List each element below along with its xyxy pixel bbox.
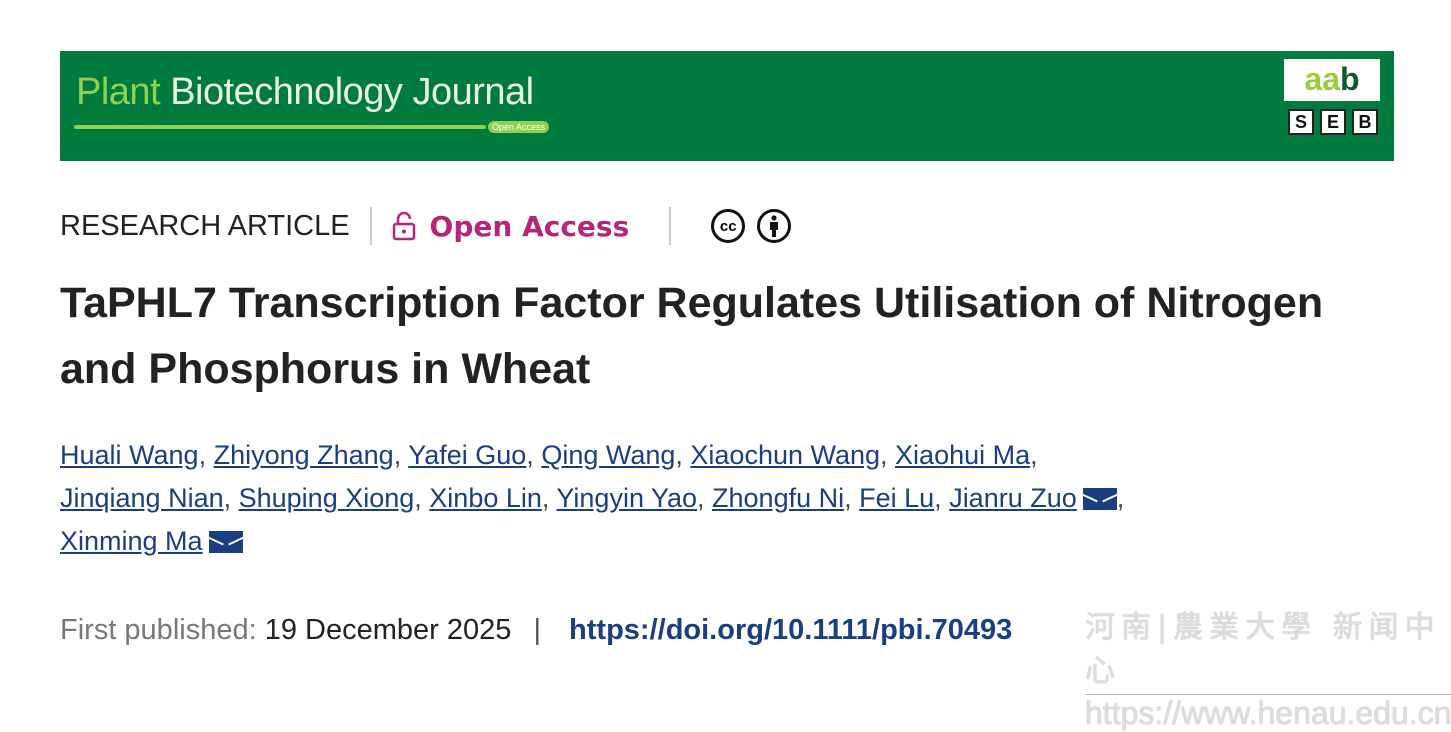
lock-open-icon — [392, 211, 415, 241]
author-link[interactable]: Qing Wang — [541, 440, 676, 470]
article-title: TaPHL7 Transcription Factor Regulates Ut… — [60, 279, 1324, 393]
author-link[interactable]: Xiaohui Ma — [895, 440, 1031, 470]
watermark-line1: 河南|農業大學 新闻中心 — [1085, 610, 1441, 689]
published-label: First published: — [60, 614, 257, 646]
email-icon[interactable] — [1082, 488, 1117, 510]
seb-e: E — [1320, 109, 1346, 135]
article-meta: RESEARCH ARTICLE Open Access cc — [60, 206, 792, 246]
author-link[interactable]: Fei Lu — [859, 483, 935, 513]
open-access-badge: Open Access — [392, 209, 630, 243]
open-access-label: Open Access — [429, 209, 630, 243]
open-access-pill: Open Access — [488, 121, 550, 133]
author-link[interactable]: Yingyin Yao — [556, 483, 698, 513]
author-link[interactable]: Huali Wang — [60, 440, 199, 470]
author-link[interactable]: Jianru Zuo — [949, 483, 1077, 513]
seb-b: B — [1352, 109, 1378, 135]
publication-info: First published: 19 December 2025 | http… — [60, 614, 1012, 647]
license-icons[interactable]: cc — [711, 209, 792, 243]
divider — [669, 207, 672, 245]
divider — [369, 207, 372, 245]
creative-commons-icon[interactable]: cc — [711, 209, 746, 243]
banner-rule — [74, 125, 486, 129]
journal-title-part2: Biotechnology Journal — [170, 71, 534, 113]
email-icon[interactable] — [208, 531, 243, 553]
published-date: 19 December 2025 — [264, 614, 512, 646]
author-link[interactable]: Xinming Ma — [60, 526, 203, 556]
author-link[interactable]: Xinbo Lin — [429, 483, 542, 513]
author-link[interactable]: Jinqiang Nian — [60, 483, 224, 513]
author-link[interactable]: Zhongfu Ni — [712, 483, 845, 513]
author-link[interactable]: Xiaochun Wang — [690, 440, 881, 470]
author-link[interactable]: Zhiyong Zhang — [213, 440, 394, 470]
author-link[interactable]: Yafei Guo — [408, 440, 527, 470]
author-link[interactable]: Shuping Xiong — [238, 483, 415, 513]
journal-title: Plant Biotechnology Journal — [76, 71, 534, 114]
doi-link[interactable]: https://doi.org/10.1111/pbi.70493 — [569, 614, 1013, 646]
watermark: 河南|農業大學 新闻中心 https://www.henau.edu.cn — [1085, 602, 1451, 732]
seb-logo: S E B — [1284, 109, 1382, 135]
seb-s: S — [1288, 109, 1314, 135]
separator: | — [533, 614, 541, 646]
author-list: Huali Wang, Zhiyong Zhang, Yafei Guo, Qi… — [60, 440, 1125, 556]
article-type: RESEARCH ARTICLE — [60, 209, 350, 242]
journal-banner[interactable]: Plant Biotechnology Journal Open Access … — [60, 51, 1394, 161]
journal-title-part1: Plant — [76, 71, 161, 113]
aab-logo: aab — [1284, 59, 1380, 101]
attribution-icon[interactable] — [757, 209, 792, 243]
society-logos[interactable]: aab S E B — [1284, 59, 1382, 149]
